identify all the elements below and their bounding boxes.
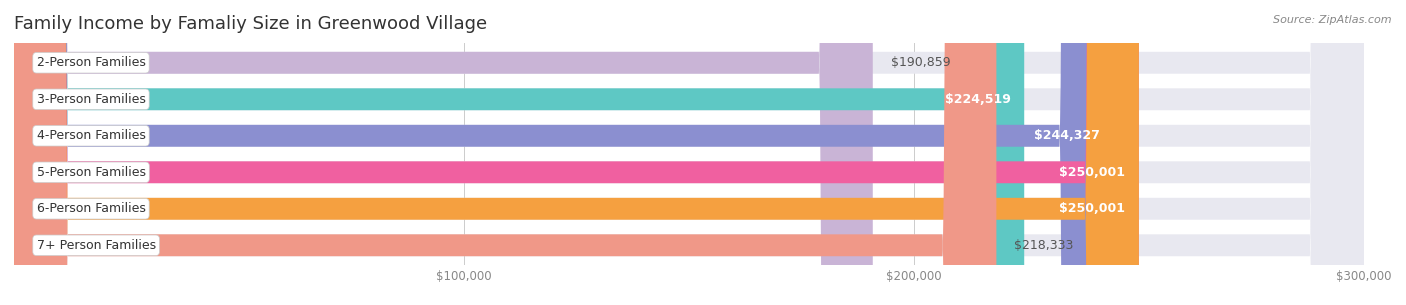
Text: 2-Person Families: 2-Person Families (37, 56, 145, 69)
Text: $250,001: $250,001 (1059, 166, 1125, 179)
FancyBboxPatch shape (14, 0, 1364, 305)
Text: $218,333: $218,333 (1014, 239, 1074, 252)
FancyBboxPatch shape (14, 0, 1364, 305)
FancyBboxPatch shape (14, 0, 1139, 305)
Text: $190,859: $190,859 (891, 56, 950, 69)
Text: 3-Person Families: 3-Person Families (37, 93, 145, 106)
FancyBboxPatch shape (14, 0, 1024, 305)
Text: Family Income by Famaliy Size in Greenwood Village: Family Income by Famaliy Size in Greenwo… (14, 15, 488, 33)
Text: 7+ Person Families: 7+ Person Families (37, 239, 156, 252)
Text: Source: ZipAtlas.com: Source: ZipAtlas.com (1274, 15, 1392, 25)
FancyBboxPatch shape (14, 0, 1114, 305)
Text: $244,327: $244,327 (1033, 129, 1099, 142)
Text: 5-Person Families: 5-Person Families (37, 166, 146, 179)
FancyBboxPatch shape (14, 0, 873, 305)
FancyBboxPatch shape (14, 0, 1139, 305)
FancyBboxPatch shape (14, 0, 1364, 305)
Text: $250,001: $250,001 (1059, 202, 1125, 215)
Text: $224,519: $224,519 (945, 93, 1011, 106)
FancyBboxPatch shape (14, 0, 1364, 305)
FancyBboxPatch shape (14, 0, 1364, 305)
Text: 4-Person Families: 4-Person Families (37, 129, 145, 142)
FancyBboxPatch shape (14, 0, 997, 305)
Text: 6-Person Families: 6-Person Families (37, 202, 145, 215)
FancyBboxPatch shape (14, 0, 1364, 305)
